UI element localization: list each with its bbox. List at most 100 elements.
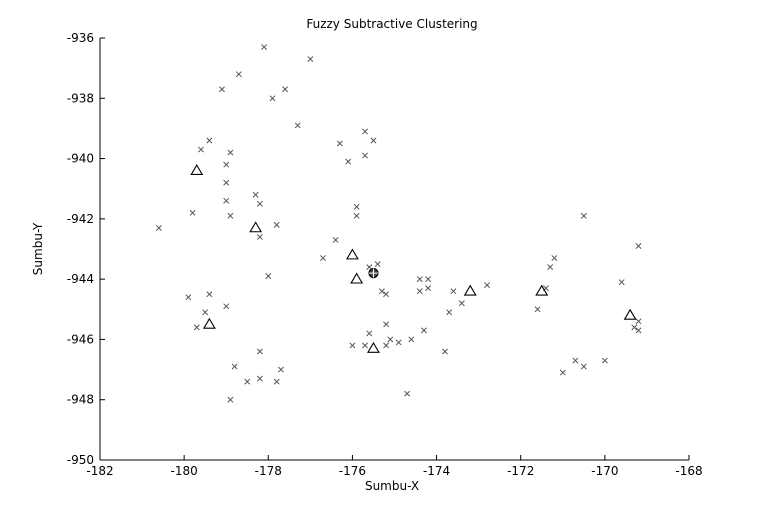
data-point-x <box>189 209 196 216</box>
x-tick-label: -182 <box>86 464 113 478</box>
cluster-center-triangle <box>463 284 477 296</box>
data-point-x <box>420 327 427 334</box>
cluster-center-triangle <box>345 248 359 260</box>
cluster-center-triangle <box>535 284 549 296</box>
data-point-x <box>256 233 263 240</box>
data-point-x <box>223 303 230 310</box>
data-point-x <box>383 342 390 349</box>
y-tick-label: -944 <box>67 272 94 286</box>
y-tick-label: -940 <box>67 152 94 166</box>
data-point-x <box>425 285 432 292</box>
data-point-x <box>559 369 566 376</box>
cluster-center-triangle <box>190 164 204 176</box>
data-point-x <box>547 264 554 271</box>
data-point-x <box>635 243 642 249</box>
data-point-x <box>219 86 225 93</box>
y-tick-label: -950 <box>67 453 94 467</box>
data-point-x <box>635 318 642 325</box>
data-point-x <box>227 212 234 219</box>
cluster-center-triangle <box>623 308 637 320</box>
data-point-x <box>227 149 234 156</box>
data-point-x <box>206 291 213 298</box>
data-point-x <box>450 288 457 295</box>
y-tick-label: -946 <box>67 332 94 346</box>
x-tick-label: -172 <box>507 464 534 478</box>
data-point-x <box>387 336 394 343</box>
data-marks <box>155 44 642 403</box>
y-axis-title: Sumbu-Y <box>31 222 45 275</box>
data-point-x <box>261 44 268 50</box>
data-point-x <box>580 363 587 370</box>
cluster-center-triangle <box>350 272 364 284</box>
data-point-x <box>580 212 587 219</box>
highlighted-center-point <box>368 268 379 279</box>
data-point-x <box>256 348 263 355</box>
data-point-x <box>202 309 209 316</box>
data-point-x <box>534 306 541 313</box>
chart-title: Fuzzy Subtractive Clustering <box>306 17 477 31</box>
data-point-x <box>252 191 259 198</box>
x-tick-label: -168 <box>675 464 702 478</box>
data-point-x <box>332 237 339 243</box>
data-point-x <box>273 378 280 385</box>
x-axis-title: Sumbu-X <box>365 479 419 493</box>
data-point-x <box>256 375 263 382</box>
data-point-x <box>231 363 238 370</box>
data-point-x <box>235 71 242 78</box>
data-point-x <box>223 179 230 186</box>
data-point-x <box>269 95 276 102</box>
x-tick-label: -176 <box>339 464 366 478</box>
data-point-x <box>572 357 579 364</box>
data-point-x <box>484 282 491 289</box>
data-point-x <box>362 152 369 159</box>
data-point-x <box>244 378 251 385</box>
data-point-x <box>273 221 280 228</box>
data-point-x <box>601 357 608 364</box>
data-point-x <box>416 288 423 295</box>
data-point-x <box>353 203 360 210</box>
axis-ticks: -182 -180 -178 -176 -174 -172 -170 -168 -936 -938… <box>67 31 703 478</box>
data-point-x <box>395 339 402 346</box>
data-point-x <box>345 158 352 165</box>
data-point-x <box>277 366 284 373</box>
data-point-x <box>185 294 192 301</box>
data-point-x <box>551 255 558 261</box>
data-point-x <box>408 336 415 343</box>
data-point-x <box>635 327 642 334</box>
cluster-center-triangle <box>367 341 380 353</box>
data-point-x <box>362 342 369 349</box>
data-point-x <box>416 276 423 283</box>
data-point-x <box>383 291 390 298</box>
data-point-x <box>155 224 162 231</box>
data-point-x <box>294 122 301 129</box>
data-point-x <box>227 396 234 403</box>
data-point-x <box>362 128 369 135</box>
data-point-x <box>404 390 411 397</box>
y-tick-label: -938 <box>67 91 94 105</box>
data-point-x <box>223 161 230 168</box>
data-point-x <box>193 324 200 331</box>
data-point-x <box>374 261 381 268</box>
data-point-x <box>282 86 289 93</box>
data-point-x <box>446 309 453 316</box>
data-point-x <box>383 321 390 328</box>
data-point-x <box>307 56 314 63</box>
data-point-x <box>618 279 625 286</box>
data-point-x <box>442 348 448 355</box>
cluster-center-triangle <box>249 221 263 233</box>
cluster-center-triangle <box>202 317 216 329</box>
x-tick-label: -174 <box>423 464 450 478</box>
x-tick-label: -180 <box>171 464 198 478</box>
y-tick-label: -936 <box>67 31 94 45</box>
data-point-x <box>425 276 432 283</box>
data-point-x <box>336 140 343 147</box>
data-point-x <box>320 255 326 261</box>
x-tick-label: -170 <box>591 464 618 478</box>
x-tick-label: -178 <box>255 464 282 478</box>
data-point-x <box>223 197 230 204</box>
y-tick-label: -942 <box>67 212 94 226</box>
y-tick-label: -948 <box>67 393 94 407</box>
data-point-x <box>458 300 465 307</box>
data-point-x <box>370 137 377 144</box>
